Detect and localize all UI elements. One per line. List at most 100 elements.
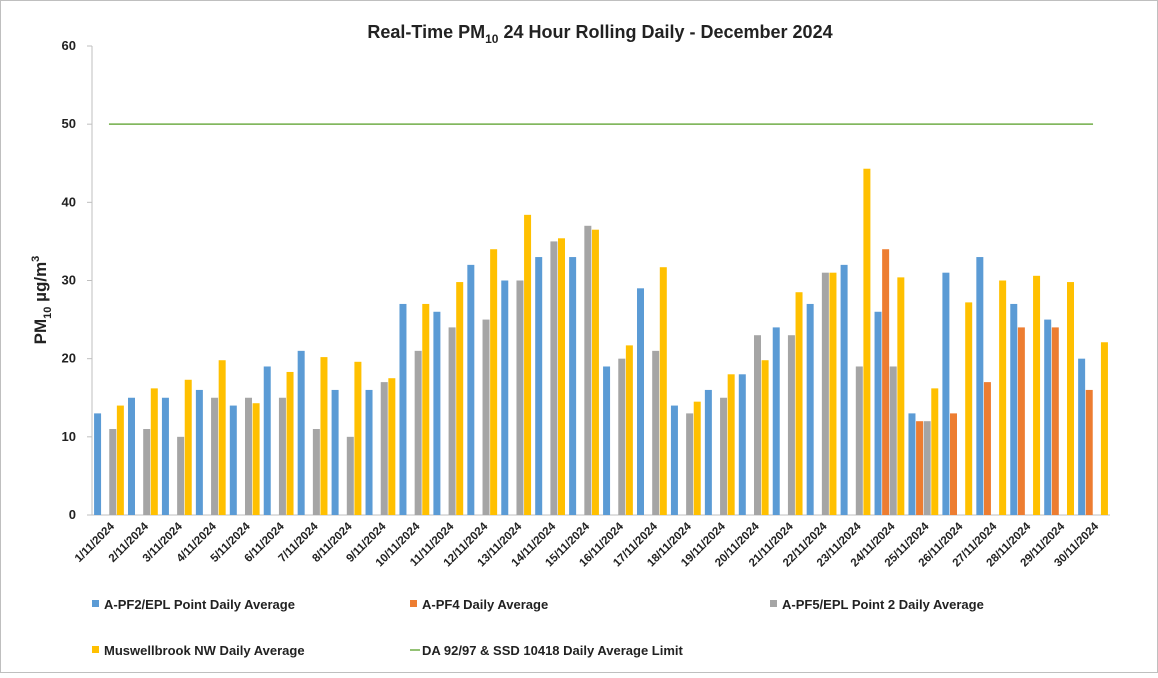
y-tick-label: 40 — [62, 194, 76, 209]
bar — [652, 350, 660, 515]
bar — [558, 238, 565, 516]
bar — [490, 249, 498, 515]
bar — [218, 360, 226, 515]
bar — [863, 168, 871, 515]
legend-swatch — [770, 600, 777, 607]
bar — [625, 345, 633, 515]
bar — [889, 366, 897, 515]
y-tick-label: 0 — [69, 507, 76, 522]
y-label-sub: 10 — [42, 307, 54, 319]
bar — [320, 357, 328, 515]
bar — [1044, 319, 1052, 515]
bar — [195, 389, 203, 515]
y-tick-label: 60 — [62, 38, 76, 53]
bar — [897, 277, 905, 515]
y-tick-label: 10 — [62, 429, 76, 444]
legend-swatch — [92, 646, 99, 653]
bar — [686, 413, 694, 515]
chart-title: Real-Time PM10 24 Hour Rolling Daily - D… — [367, 22, 832, 46]
bar — [433, 311, 441, 515]
bar — [942, 272, 950, 515]
bar — [456, 282, 464, 515]
y-label-sup: 3 — [30, 256, 42, 262]
bar — [950, 413, 957, 515]
bar — [916, 421, 924, 515]
bar — [501, 280, 509, 515]
legend-label: Muswellbrook NW Daily Average — [104, 643, 305, 658]
bar — [1100, 342, 1108, 515]
bar — [1085, 389, 1093, 515]
bar — [795, 292, 803, 515]
bar — [806, 303, 814, 515]
bar — [128, 397, 135, 515]
bar — [882, 249, 890, 515]
bar — [659, 267, 667, 515]
bar — [787, 335, 795, 515]
bar — [821, 272, 829, 515]
bar — [116, 405, 124, 515]
bar — [263, 366, 271, 515]
bar — [245, 397, 252, 515]
bar — [331, 389, 339, 515]
bar — [388, 378, 396, 515]
bar — [380, 382, 388, 515]
bar — [983, 382, 991, 515]
y-tick-label: 30 — [62, 273, 76, 288]
bar — [761, 360, 769, 515]
title-text: Real-Time PM — [367, 22, 485, 42]
bar — [482, 319, 490, 515]
bar — [109, 429, 117, 515]
bar — [999, 280, 1007, 515]
y-tick-label: 20 — [62, 351, 76, 366]
bar — [1033, 275, 1041, 515]
y-tick-label: 50 — [62, 116, 76, 131]
bar — [829, 272, 837, 515]
bar — [184, 379, 192, 515]
bar — [365, 389, 373, 515]
bar — [965, 302, 973, 515]
bar — [297, 350, 305, 515]
bar — [855, 366, 863, 515]
bar — [550, 241, 558, 515]
bar — [591, 229, 599, 516]
bar — [399, 303, 407, 515]
bar — [1010, 303, 1018, 515]
bar — [704, 389, 712, 515]
bar — [727, 374, 735, 515]
bar — [874, 311, 882, 515]
bar — [286, 371, 294, 515]
legend-label: DA 92/97 & SSD 10418 Daily Average Limit — [422, 643, 684, 658]
bar — [637, 288, 644, 515]
bar — [923, 421, 931, 515]
bar — [618, 358, 626, 515]
bar — [840, 264, 848, 515]
bar — [467, 264, 475, 515]
bar — [720, 397, 728, 515]
bar — [976, 257, 984, 515]
bar — [1051, 327, 1059, 515]
bar — [278, 397, 286, 515]
bar — [772, 327, 780, 515]
bar — [1017, 327, 1025, 515]
y-axis-label: PM10 µg/m3 — [30, 256, 54, 345]
bar — [524, 214, 532, 515]
bar — [422, 303, 430, 515]
bar — [346, 436, 354, 515]
bar — [908, 413, 916, 515]
legend-label: A-PF5/EPL Point 2 Daily Average — [782, 597, 984, 612]
bar — [312, 429, 320, 515]
title-sub: 10 — [485, 32, 499, 46]
bar — [161, 397, 169, 515]
bar — [354, 361, 362, 515]
bar — [177, 436, 185, 515]
bar — [754, 335, 761, 515]
legend-swatch — [410, 600, 417, 607]
bar — [229, 405, 237, 515]
y-label-unit: µg/m — [31, 262, 50, 307]
bar — [931, 388, 939, 515]
bar — [1078, 358, 1086, 515]
bar — [143, 429, 151, 515]
bar — [94, 413, 102, 515]
